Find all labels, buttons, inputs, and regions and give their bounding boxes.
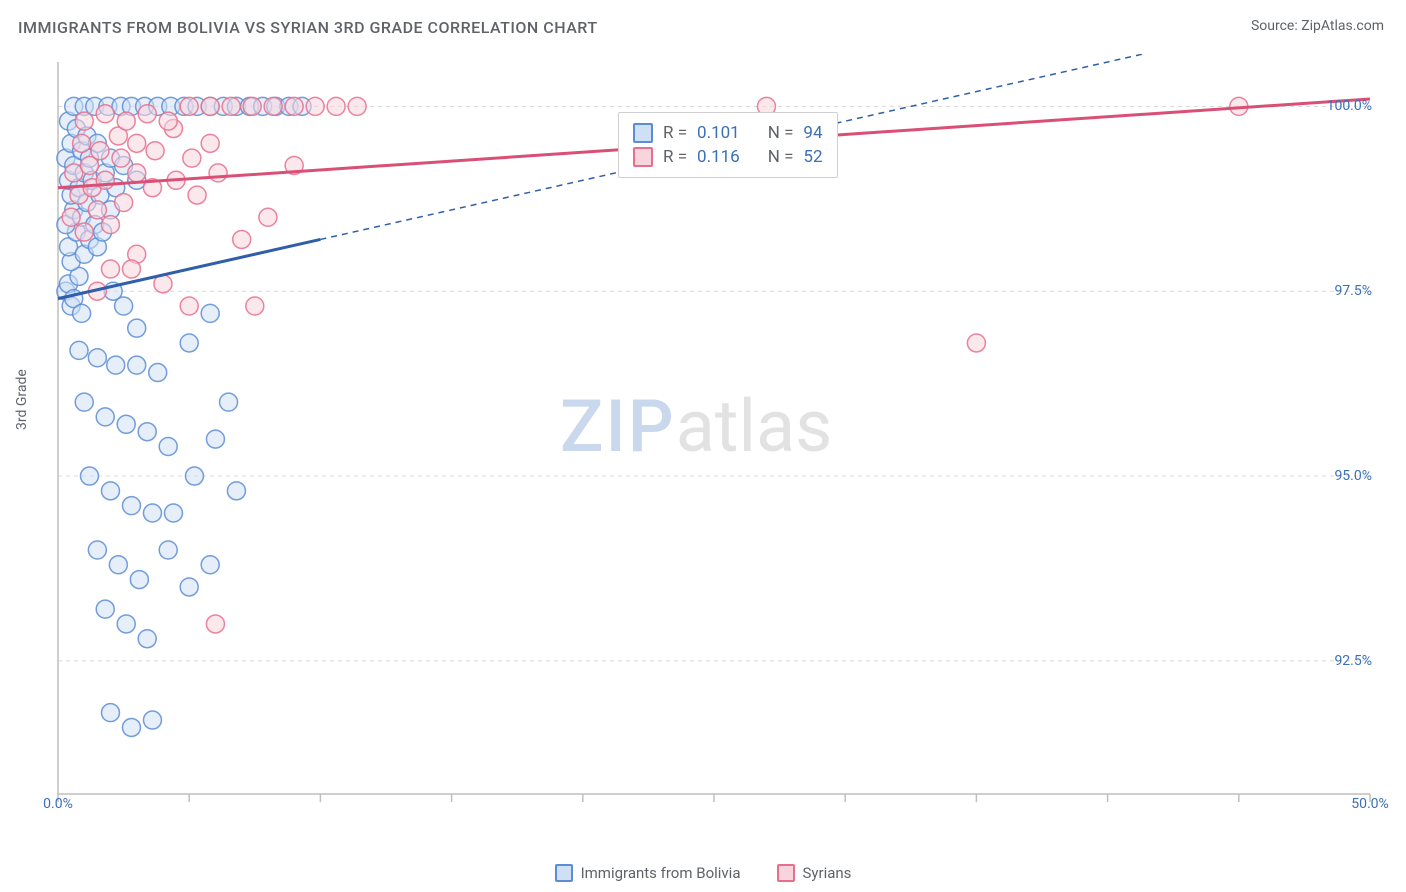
legend-swatch	[555, 864, 573, 882]
source-attribution: Source: ZipAtlas.com	[1251, 18, 1384, 34]
y-tick-label: 97.5%	[1334, 283, 1372, 299]
chart-title: IMMIGRANTS FROM BOLIVIA VS SYRIAN 3RD GR…	[18, 18, 598, 37]
r-label: R =	[663, 123, 687, 143]
x-tick-label: 50.0%	[1351, 796, 1389, 812]
legend-label: Immigrants from Bolivia	[581, 864, 741, 882]
n-label: N =	[768, 123, 794, 143]
legend-item: Immigrants from Bolivia	[555, 864, 741, 882]
legend-item: Syrians	[777, 864, 852, 882]
stat-row: R = 0.116 N = 52	[633, 145, 823, 169]
series-swatch	[633, 123, 653, 143]
stat-row: R = 0.101 N = 94	[633, 121, 823, 145]
y-axis-label: 3rd Grade	[14, 369, 30, 430]
correlation-stats-box: R = 0.101 N = 94 R = 0.116 N = 52	[618, 112, 838, 178]
n-value: 94	[803, 123, 822, 143]
series-swatch	[633, 147, 653, 167]
n-value: 52	[803, 147, 822, 167]
y-tick-label: 92.5%	[1334, 653, 1372, 669]
r-label: R =	[663, 147, 687, 167]
scatter-plot: ZIPatlas R =0.101N =94R =0.116N =52 92.5…	[50, 54, 1386, 814]
legend: Immigrants from Bolivia Syrians	[0, 864, 1406, 886]
legend-swatch	[777, 864, 795, 882]
r-value: 0.116	[697, 147, 740, 167]
r-value: 0.101	[697, 123, 740, 143]
n-label: N =	[768, 147, 794, 167]
x-tick-label: 0.0%	[43, 796, 73, 812]
legend-label: Syrians	[803, 864, 852, 882]
y-tick-label: 100.0%	[1327, 98, 1372, 114]
y-tick-label: 95.0%	[1334, 468, 1372, 484]
